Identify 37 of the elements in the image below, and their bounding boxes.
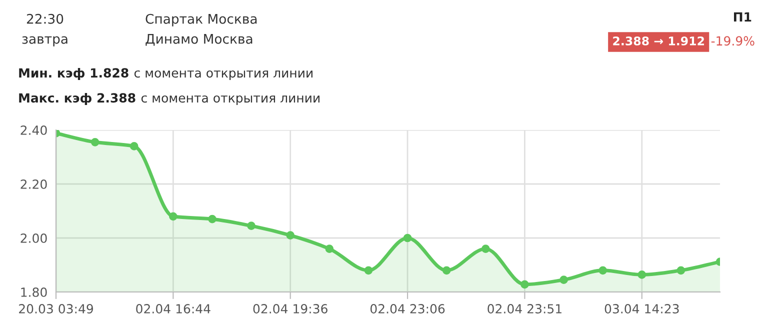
point <box>560 276 568 284</box>
text: 2.388 → 1.912 <box>613 36 704 46</box>
point <box>598 266 607 275</box>
point <box>520 280 529 289</box>
x-tick-label: 02.04 19:36 <box>253 304 328 314</box>
point <box>442 266 451 275</box>
point <box>90 138 100 146</box>
x-tick-label: 20.03 03:49 <box>19 304 94 314</box>
text: Динамо Москва <box>146 34 252 46</box>
point <box>208 214 216 224</box>
point <box>247 222 256 230</box>
point <box>638 270 646 279</box>
text: П1 <box>734 12 752 22</box>
point <box>403 234 412 242</box>
y-tick-label: 2.00 <box>20 233 47 243</box>
text: 22:30 <box>26 14 64 24</box>
point <box>325 244 334 253</box>
text: -19.9% <box>711 36 754 46</box>
text: Мин. кэф 1.828 <box>19 68 128 80</box>
point <box>169 212 178 221</box>
x-tick-label: 03.04 14:23 <box>604 304 679 314</box>
y-tick-label: 2.40 <box>20 125 47 135</box>
point <box>676 266 686 275</box>
point <box>481 244 490 253</box>
text: Макс. кэф 2.388 <box>19 92 136 106</box>
text: с момента открытия линии <box>141 95 320 106</box>
x-tick-label: 02.04 16:44 <box>136 304 210 314</box>
text: завтра <box>22 36 68 46</box>
text: Спартак Москва <box>146 14 257 26</box>
point <box>286 231 295 240</box>
point <box>130 142 138 150</box>
point <box>364 266 373 275</box>
y-tick-label: 1.80 <box>21 287 47 297</box>
y-tick-label: 2.20 <box>20 179 47 189</box>
x-tick-label: 02.04 23:06 <box>370 304 445 314</box>
x-tick-label: 02.04 23:51 <box>488 304 562 314</box>
text: с момента открытия линии <box>134 70 312 80</box>
